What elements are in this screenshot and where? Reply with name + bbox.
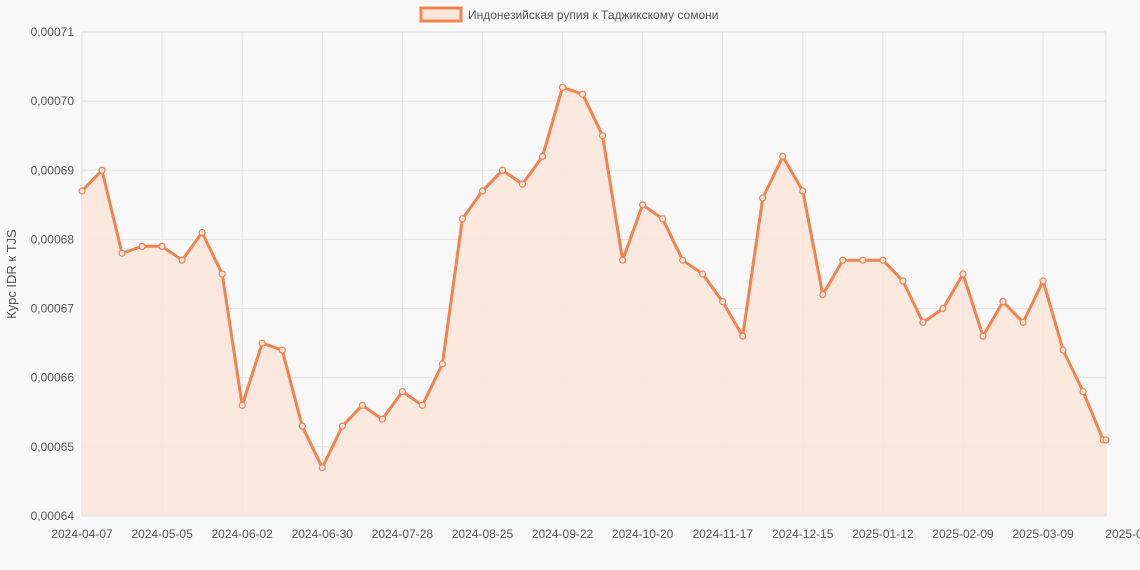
data-point[interactable] — [278, 346, 286, 354]
data-point[interactable] — [98, 166, 106, 174]
data-point[interactable] — [699, 270, 707, 278]
data-point[interactable] — [258, 339, 266, 347]
data-point[interactable] — [198, 228, 206, 237]
y-tick-label: 0,00069 — [31, 163, 75, 177]
y-tick-label: 0,00071 — [31, 25, 75, 39]
data-point[interactable] — [458, 215, 467, 223]
data-point[interactable] — [418, 401, 426, 409]
data-point[interactable] — [979, 332, 987, 340]
data-points — [78, 83, 1110, 472]
data-point[interactable] — [759, 194, 767, 202]
y-tick-label: 0,00066 — [31, 371, 75, 385]
data-point[interactable] — [619, 256, 627, 264]
data-point[interactable] — [298, 422, 306, 430]
series-area-fill — [82, 87, 1106, 517]
data-point[interactable] — [178, 256, 186, 264]
data-point[interactable] — [578, 90, 587, 98]
x-tick-label: 2025-02-09 — [932, 527, 994, 541]
data-point[interactable] — [78, 187, 86, 195]
y-tick-label: 0,00068 — [31, 232, 75, 246]
data-point[interactable] — [1059, 346, 1067, 354]
y-tick-label: 0,00067 — [31, 302, 75, 316]
data-point[interactable] — [999, 298, 1007, 306]
data-point[interactable] — [598, 132, 607, 140]
x-tick-label: 2024-05-05 — [131, 527, 193, 541]
data-point[interactable] — [158, 242, 166, 250]
x-tick-label: 2024-11-17 — [692, 527, 753, 541]
data-point[interactable] — [659, 215, 667, 223]
data-point[interactable] — [879, 256, 887, 264]
data-point[interactable] — [218, 270, 226, 278]
data-point[interactable] — [959, 270, 967, 278]
x-tick-label: 2025-03-31 — [1105, 527, 1140, 541]
data-point[interactable] — [1039, 277, 1047, 285]
legend-swatch[interactable] — [419, 6, 463, 23]
data-point[interactable] — [639, 201, 647, 209]
data-point[interactable] — [939, 304, 947, 313]
data-point[interactable] — [118, 249, 126, 257]
data-point[interactable] — [679, 256, 687, 264]
data-point[interactable] — [478, 187, 487, 195]
data-point[interactable] — [318, 464, 326, 472]
x-tick-label: 2024-06-30 — [292, 527, 354, 541]
legend-label[interactable]: Индонезийская рупия к Таджикскому сомони — [468, 8, 718, 22]
data-point[interactable] — [739, 332, 747, 340]
x-tick-label: 2024-10-20 — [612, 527, 674, 541]
x-tick-label: 2024-07-28 — [372, 527, 434, 541]
data-point[interactable] — [1019, 318, 1027, 326]
y-axis-ticks: 0,00064 0,00065 0,00066 0,00067 0,00068 0,000… — [31, 25, 75, 523]
y-axis-label: Курс IDR к TJS — [4, 229, 19, 319]
x-tick-label: 2024-06-02 — [211, 527, 273, 541]
data-point[interactable] — [518, 180, 527, 188]
x-tick-label: 2024-09-22 — [532, 527, 594, 541]
data-point[interactable] — [819, 291, 827, 299]
data-point[interactable] — [338, 422, 346, 430]
data-point[interactable] — [378, 415, 386, 423]
y-tick-label: 0,00070 — [31, 94, 75, 108]
data-point[interactable] — [1079, 387, 1087, 396]
data-point[interactable] — [899, 277, 907, 285]
x-tick-label: 2025-01-12 — [852, 527, 914, 541]
data-point[interactable] — [1102, 436, 1110, 444]
data-point[interactable] — [719, 298, 727, 306]
y-tick-label: 0,00064 — [31, 509, 75, 523]
data-point[interactable] — [358, 401, 366, 409]
data-point[interactable] — [138, 242, 146, 250]
data-point[interactable] — [799, 187, 807, 195]
data-point[interactable] — [238, 401, 246, 409]
legend[interactable]: Индонезийская рупия к Таджикскому сомони — [419, 6, 718, 23]
data-point[interactable] — [398, 387, 406, 396]
data-point[interactable] — [438, 360, 447, 368]
x-tick-label: 2024-08-25 — [452, 527, 514, 541]
data-point[interactable] — [538, 152, 547, 161]
data-point[interactable] — [839, 256, 847, 264]
data-point[interactable] — [919, 318, 927, 326]
x-axis-ticks: 2024-04-07 2024-05-05 2024-06-02 2024-06-30… — [51, 527, 1140, 541]
data-point[interactable] — [498, 166, 507, 174]
data-point[interactable] — [859, 256, 867, 264]
data-point[interactable] — [558, 83, 567, 91]
y-tick-label: 0,00065 — [31, 440, 75, 454]
x-tick-label: 2024-12-15 — [772, 527, 834, 541]
x-tick-label: 2024-04-07 — [51, 527, 113, 541]
data-point[interactable] — [779, 152, 787, 161]
x-tick-label: 2025-03-09 — [1012, 527, 1074, 541]
